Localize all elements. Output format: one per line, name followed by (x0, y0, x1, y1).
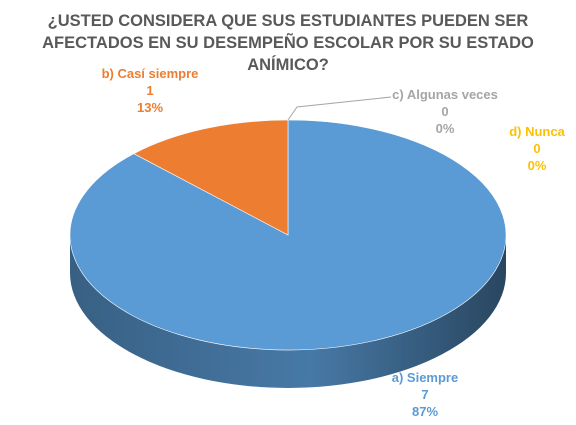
data-label-0-value: 7 (421, 387, 428, 402)
data-label-2-value: 0 (441, 104, 448, 119)
chart-title-line-3: ANÍMICO? (247, 56, 329, 74)
data-label-0-percent: 87% (412, 404, 438, 419)
data-label-3-value: 0 (533, 141, 540, 156)
data-label-1-percent: 13% (137, 100, 163, 115)
pie-slice-1 (133, 119, 289, 236)
data-label-3-percent: 0% (528, 158, 547, 173)
data-label-1-value: 1 (146, 83, 153, 98)
data-label-0-name: a) Siempre (392, 370, 458, 385)
data-label-2-name: c) Algunas veces (392, 87, 498, 102)
chart-title-line-2: AFECTADOS EN SU DESEMPEÑO ESCOLAR POR SU… (42, 34, 534, 52)
data-label-2-percent: 0% (436, 121, 455, 136)
chart-title: ¿USTED CONSIDERA QUE SUS ESTUDIANTES PUE… (40, 10, 536, 76)
data-label-1-name: b) Casí siempre (102, 66, 199, 81)
pie-wall-0 (70, 235, 506, 388)
data-label-3-name: d) Nunca (509, 124, 565, 139)
leader-line-algunas-veces (287, 96, 392, 121)
chart-title-line-1: ¿USTED CONSIDERA QUE SUS ESTUDIANTES PUE… (47, 12, 529, 30)
